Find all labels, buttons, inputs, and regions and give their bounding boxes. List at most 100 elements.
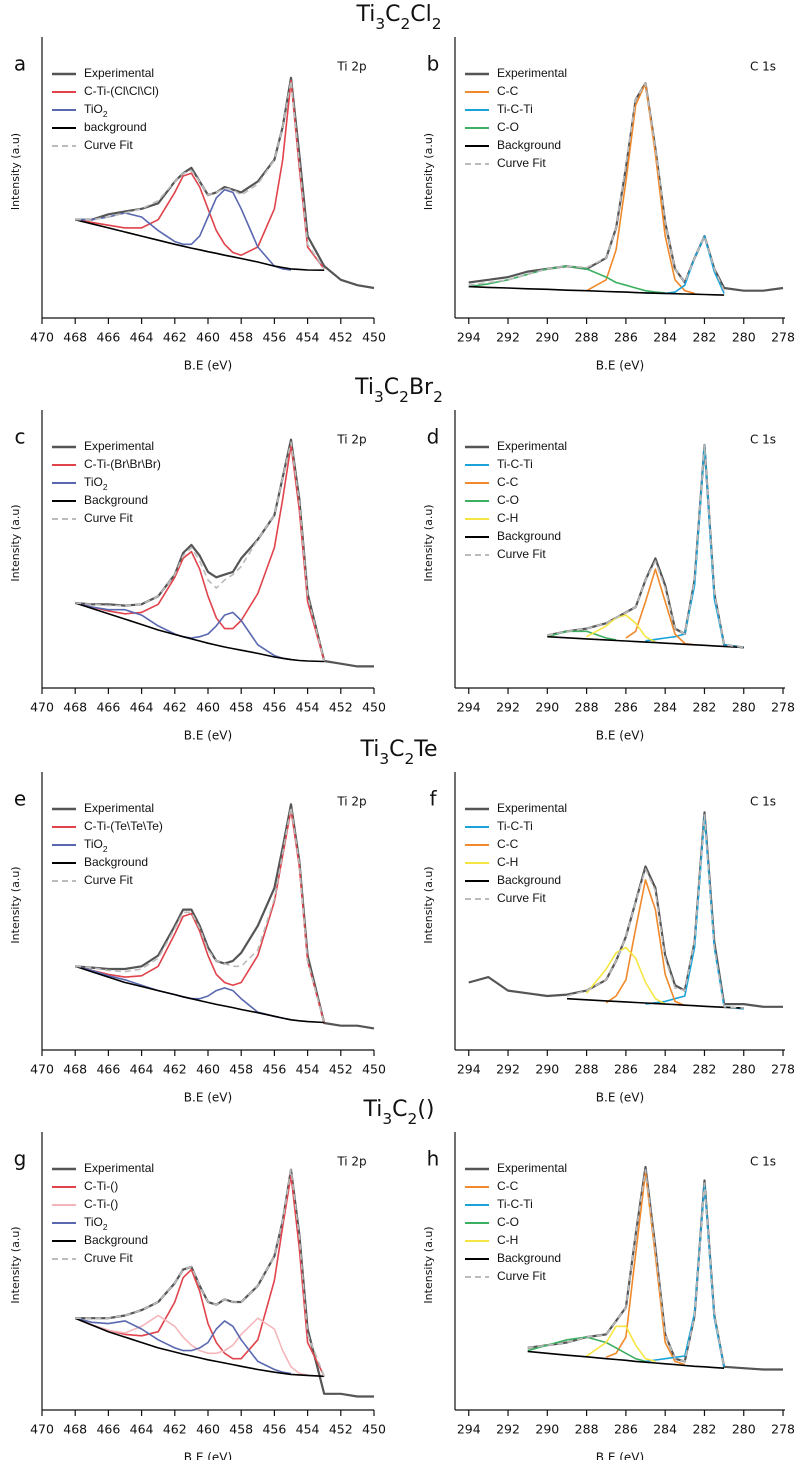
x-tick-label: 458: [229, 1062, 253, 1077]
row-title: Ti3C2(): [362, 1097, 434, 1128]
y-axis-label: Intensity (a.u): [9, 504, 22, 581]
spectrum-line: [75, 441, 325, 662]
x-tick-label: 280: [732, 700, 756, 715]
x-tick-label: 466: [96, 1062, 120, 1077]
legend-label: Background: [497, 1251, 561, 1265]
spectrum-line: [75, 444, 325, 662]
panel-label: e: [14, 787, 26, 811]
x-axis-label: B.E (eV): [184, 729, 232, 743]
x-tick-label: 292: [496, 700, 520, 715]
panel-label: f: [429, 787, 437, 811]
x-tick-label: 458: [229, 700, 253, 715]
y-axis-label: Intensity (a.u): [422, 504, 435, 581]
x-tick-label: 292: [496, 330, 520, 345]
legend-label: C-C: [497, 1179, 519, 1193]
x-tick-label: 462: [163, 330, 187, 345]
x-tick-label: 458: [229, 330, 253, 345]
legend-label: C-C: [497, 84, 519, 98]
x-tick-label: 278: [771, 1062, 795, 1077]
x-tick-label: 292: [496, 1422, 520, 1437]
legend-label: Cruve Fit: [84, 1251, 133, 1265]
x-tick-label: 280: [732, 1062, 756, 1077]
legend-label: background: [84, 120, 147, 134]
y-axis-label: Intensity (a.u): [422, 133, 435, 210]
panel: d Intensity (a.u) B.E (eV) C 1s 294 292 290 288…: [422, 410, 795, 743]
x-tick-label: 468: [63, 330, 87, 345]
legend-label: Experimental: [497, 66, 567, 80]
x-tick-label: 290: [535, 330, 559, 345]
legend-label: C-Ti-(Te\Te\Te): [84, 819, 163, 833]
x-tick-label: 280: [732, 330, 756, 345]
spectrum-line: [585, 946, 666, 1005]
spectrum-line: [645, 235, 725, 295]
spectrum-label: Ti 2p: [336, 433, 366, 447]
spectrum-line: [527, 1350, 725, 1369]
legend-label: TiO2: [84, 837, 108, 854]
spectrum-line: [74, 1317, 325, 1378]
spectrum-line: [75, 602, 292, 661]
x-tick-label: 282: [693, 1422, 717, 1437]
x-tick-label: 286: [614, 700, 638, 715]
x-tick-label: 288: [575, 700, 599, 715]
spectrum-label: C 1s: [750, 795, 776, 809]
x-tick-label: 284: [653, 1422, 677, 1437]
x-tick-label: 450: [362, 700, 386, 715]
spectrum-line: [605, 1171, 686, 1366]
x-tick-label: 290: [535, 1062, 559, 1077]
x-axis-label: B.E (eV): [596, 359, 644, 373]
spectrum-line: [547, 635, 744, 649]
legend-label: Background: [497, 529, 561, 543]
x-tick-label: 458: [229, 1422, 253, 1437]
spectrum-line: [468, 82, 725, 292]
panel-label: c: [15, 425, 26, 449]
legend-label: Curve Fit: [497, 547, 546, 561]
x-tick-label: 468: [63, 700, 87, 715]
spectrum-label: C 1s: [750, 1155, 776, 1169]
x-tick-label: 462: [163, 700, 187, 715]
x-tick-label: 460: [196, 1062, 220, 1077]
x-tick-label: 456: [262, 1062, 286, 1077]
spectrum-line: [527, 1336, 646, 1363]
legend-label: Curve Fit: [497, 891, 546, 905]
x-tick-label: 470: [30, 1062, 54, 1077]
spectrum-line: [74, 1314, 308, 1376]
x-axis-label: B.E (eV): [596, 1451, 644, 1460]
legend-label: Experimental: [497, 439, 567, 453]
x-tick-label: 450: [362, 1422, 386, 1437]
spectrum-label: Ti 2p: [336, 60, 366, 74]
panel-label: a: [14, 52, 26, 76]
spectrum-line: [605, 879, 686, 1007]
spectrum-label: Ti 2p: [336, 795, 366, 809]
spectrum-line: [547, 443, 744, 649]
x-axis-label: B.E (eV): [596, 729, 644, 743]
legend-label: C-O: [497, 1215, 519, 1229]
legend-label: Ti-C-Ti: [497, 819, 533, 833]
spectrum-line: [645, 444, 744, 649]
spectrum-label: C 1s: [750, 60, 776, 74]
legend-label: Experimental: [84, 1161, 154, 1175]
legend-label: Background: [497, 138, 561, 152]
x-tick-label: 452: [329, 1422, 353, 1437]
spectrum-line: [74, 602, 325, 663]
legend-label: Background: [497, 873, 561, 887]
x-tick-label: 466: [96, 1422, 120, 1437]
legend-label: TiO2: [84, 102, 108, 119]
x-tick-label: 470: [30, 700, 54, 715]
legend-label: Ti-C-Ti: [497, 457, 533, 471]
x-tick-label: 470: [30, 1422, 54, 1437]
spectrum-line: [74, 1174, 325, 1377]
legend-label: C-H: [497, 855, 518, 869]
x-tick-label: 468: [63, 1422, 87, 1437]
x-tick-label: 288: [575, 1422, 599, 1437]
x-tick-label: 452: [329, 1062, 353, 1077]
x-tick-label: 468: [63, 1062, 87, 1077]
legend-label: C-O: [497, 120, 519, 134]
panel: Ti3C2Cl2 a Intensity (a.u) B.E (eV) Ti 2p 470…: [9, 2, 442, 373]
spectrum-line: [75, 79, 325, 270]
x-tick-label: 286: [614, 330, 638, 345]
legend-label: C-O: [497, 493, 519, 507]
x-tick-label: 294: [457, 1062, 481, 1077]
panel: b Intensity (a.u) B.E (eV) C 1s 294 292 290 288…: [422, 37, 795, 373]
x-tick-label: 290: [535, 700, 559, 715]
